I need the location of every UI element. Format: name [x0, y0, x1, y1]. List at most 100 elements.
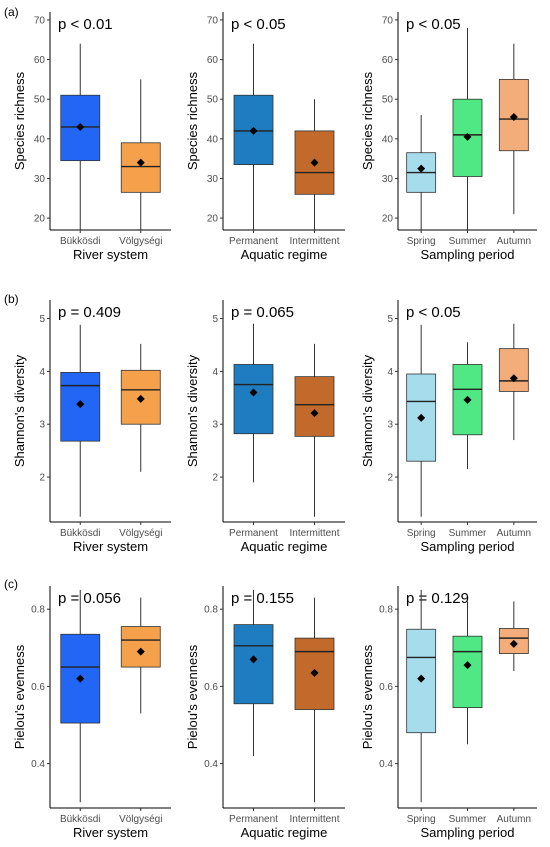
chart-0-1: 20 30 40 50 60 70 Species richness p < 0.05 Perm…	[185, 12, 345, 262]
p-value-label: p = 0.409	[58, 304, 121, 321]
mean-marker	[417, 674, 426, 683]
mean-marker	[76, 400, 85, 409]
x-tick-label: Intermittent	[289, 814, 339, 825]
chart-2-1: 0.4 0.6 0.8 Pielou's evenness p = 0.155 Perma…	[185, 586, 345, 840]
y-tick-label: 20	[382, 214, 394, 225]
y-tick-label: 60	[34, 55, 46, 66]
y-tick-label: 50	[34, 95, 46, 106]
mean-marker	[509, 374, 518, 383]
y-tick-label: 0.8	[379, 605, 393, 616]
panel-label-a: (a)	[4, 5, 19, 19]
y-tick-label: 0.4	[31, 759, 45, 770]
chart-0-0: 20 30 40 50 60 70 Species richness p < 0.01 Bükk…	[12, 12, 171, 262]
y-tick-label: 30	[34, 174, 46, 185]
p-value-label: p < 0.01	[58, 16, 113, 33]
box-intermittent	[294, 597, 335, 803]
x-axis-label: Aquatic regime	[241, 825, 328, 840]
box-rect	[452, 635, 483, 709]
y-tick-label: 70	[207, 15, 219, 26]
x-axis-label: Aquatic regime	[241, 247, 328, 262]
p-value-label: p < 0.05	[406, 16, 461, 33]
x-tick-label: Völgységi	[119, 814, 162, 825]
mean-marker	[310, 668, 319, 677]
y-tick-label: 60	[207, 55, 219, 66]
mean-marker	[310, 409, 319, 418]
x-tick-label: Summer	[449, 814, 487, 825]
y-tick-label: 30	[207, 174, 219, 185]
mean-marker	[136, 394, 145, 403]
box-bükkösdi	[60, 43, 101, 230]
mean-marker	[463, 132, 472, 141]
x-tick-label: Spring	[407, 236, 436, 247]
box-intermittent	[294, 99, 335, 230]
p-value-label: p = 0.065	[231, 304, 294, 321]
mean-marker	[76, 122, 85, 131]
y-tick-label: 50	[382, 95, 394, 106]
y-tick-label: 30	[382, 174, 394, 185]
box-summer	[452, 27, 483, 230]
mean-marker	[249, 655, 258, 664]
box-völgységi	[120, 343, 161, 472]
box-rect	[294, 376, 335, 437]
box-autumn	[498, 323, 529, 441]
y-tick-label: 5	[39, 314, 45, 325]
box-spring	[406, 589, 437, 803]
y-tick-label: 0.4	[204, 759, 218, 770]
box-rect	[233, 624, 274, 705]
y-tick-label: 0.6	[31, 682, 45, 693]
y-tick-label: 0.6	[204, 682, 218, 693]
box-autumn	[498, 601, 529, 671]
box-permanent	[233, 43, 274, 230]
box-völgységi	[120, 79, 161, 230]
y-tick-label: 3	[39, 420, 45, 431]
box-bükkösdi	[60, 589, 101, 803]
box-rect	[120, 626, 161, 668]
chart-1-1: 2 3 4 5 Shannon's diversity p = 0.065 Permanen…	[185, 300, 345, 554]
x-tick-label: Autumn	[497, 236, 531, 247]
y-tick-label: 40	[207, 134, 219, 145]
chart-1-0: 2 3 4 5 Shannon's diversity p = 0.409 Bükkösdi…	[12, 300, 171, 554]
x-axis-label: River system	[73, 247, 148, 262]
x-tick-label: Spring	[407, 814, 436, 825]
y-axis-label: Species richness	[360, 71, 375, 170]
y-axis-label: Shannon's diversity	[12, 354, 27, 467]
x-axis-label: Sampling period	[421, 825, 515, 840]
x-tick-label: Summer	[449, 236, 487, 247]
box-spring	[406, 115, 437, 230]
p-value-label: p = 0.056	[58, 590, 121, 607]
mean-marker	[249, 388, 258, 397]
x-tick-label: Permanent	[229, 236, 278, 247]
y-axis-label: Pielou's evenness	[360, 644, 375, 749]
x-tick-label: Spring	[407, 528, 436, 539]
x-tick-label: Permanent	[229, 814, 278, 825]
x-tick-label: Völgységi	[119, 528, 162, 539]
chart-0-2: 20 30 40 50 60 70 Species richness p < 0.05 Spri…	[360, 12, 537, 262]
p-value-label: p = 0.155	[231, 590, 294, 607]
x-tick-label: Völgységi	[119, 236, 162, 247]
p-value-label: p < 0.05	[231, 16, 286, 33]
y-tick-label: 20	[34, 214, 46, 225]
y-tick-label: 3	[212, 420, 218, 431]
x-tick-label: Permanent	[229, 528, 278, 539]
chart-2-0: 0.4 0.6 0.8 Pielou's evenness p = 0.056 Bükkö…	[12, 586, 171, 840]
y-tick-label: 0.8	[31, 605, 45, 616]
box-rect	[233, 364, 274, 435]
x-axis-label: River system	[73, 825, 148, 840]
y-tick-label: 40	[34, 134, 46, 145]
chart-2-2: 0.4 0.6 0.8 Pielou's evenness p = 0.129 Sprin…	[360, 586, 537, 840]
x-axis-label: River system	[73, 539, 148, 554]
y-tick-label: 20	[207, 214, 219, 225]
y-tick-label: 2	[39, 473, 45, 484]
mean-marker	[136, 647, 145, 656]
y-tick-label: 4	[39, 367, 45, 378]
x-axis-label: Sampling period	[421, 539, 515, 554]
box-bükkösdi	[60, 324, 101, 517]
y-tick-label: 2	[212, 473, 218, 484]
box-rect	[498, 348, 529, 392]
x-tick-label: Bükkösdi	[60, 814, 101, 825]
y-tick-label: 4	[212, 367, 218, 378]
y-tick-label: 2	[387, 473, 393, 484]
mean-marker	[509, 113, 518, 122]
y-tick-label: 0.6	[379, 682, 393, 693]
